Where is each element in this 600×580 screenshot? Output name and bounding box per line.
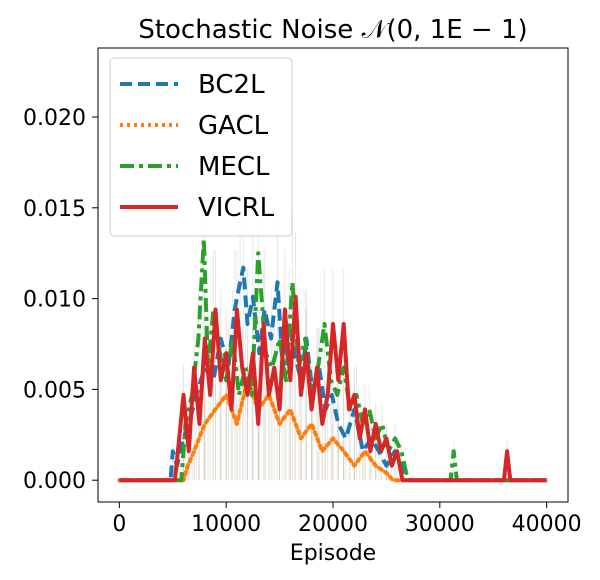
y-tick-label: 0.000 bbox=[23, 469, 86, 494]
legend-label: MECL bbox=[198, 152, 270, 182]
y-tick-label: 0.010 bbox=[23, 288, 86, 313]
legend-label: BC2L bbox=[198, 70, 265, 100]
series-vicrl-line bbox=[119, 294, 547, 483]
chart-title: Stochastic Noise 𝒩(0, 1E − 1) bbox=[138, 15, 527, 45]
legend-item-vicrl: VICRL bbox=[120, 193, 275, 223]
y-tick-label: 0.005 bbox=[23, 378, 86, 403]
legend-box bbox=[109, 57, 293, 237]
legend-item-bc2l: BC2L bbox=[120, 70, 265, 100]
y-axis: 0.000 0.005 0.010 0.015 0.020 bbox=[23, 106, 98, 494]
x-tick-label: 40000 bbox=[512, 512, 582, 537]
x-axis-title: Episode bbox=[290, 541, 376, 566]
legend-item-mecl: MECL bbox=[120, 152, 270, 182]
y-tick-label: 0.015 bbox=[23, 197, 86, 222]
legend: BC2L GACL MECL VICRL bbox=[109, 57, 293, 237]
x-tick-label: 0 bbox=[112, 512, 126, 537]
x-tick-label: 30000 bbox=[405, 512, 475, 537]
legend-label: GACL bbox=[198, 111, 269, 141]
legend-label: VICRL bbox=[198, 193, 275, 223]
series-gacl-line bbox=[117, 378, 549, 483]
plot-area bbox=[172, 154, 508, 481]
x-axis: 0 10000 20000 30000 40000 bbox=[112, 502, 582, 537]
x-tick-label: 20000 bbox=[298, 512, 368, 537]
legend-item-gacl: GACL bbox=[120, 111, 269, 141]
series-layer bbox=[117, 236, 549, 483]
y-tick-label: 0.020 bbox=[23, 106, 86, 131]
x-tick-label: 10000 bbox=[191, 512, 261, 537]
